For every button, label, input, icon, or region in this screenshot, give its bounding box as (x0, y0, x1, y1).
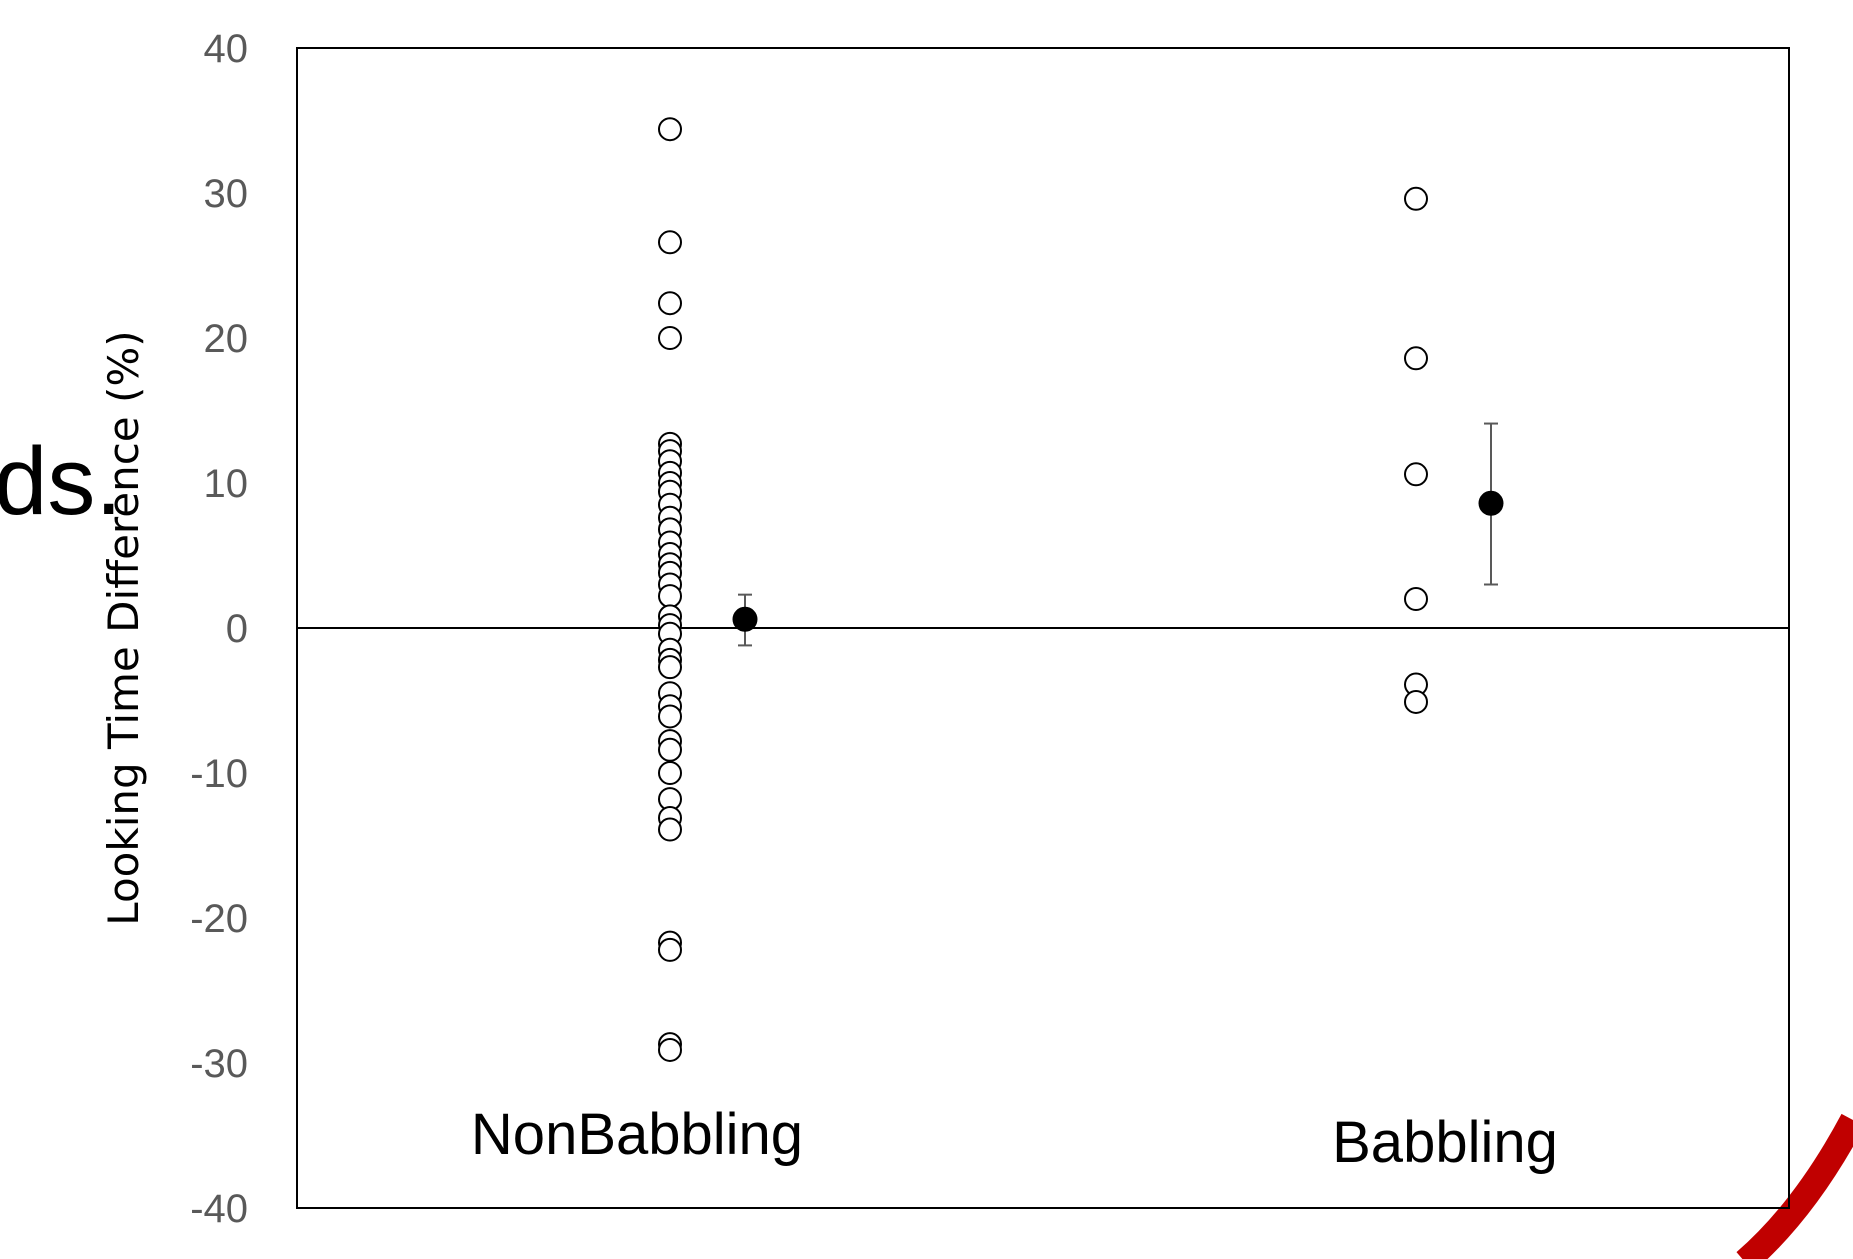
y-tick-label: -10 (190, 752, 248, 796)
y-tick-label: -30 (190, 1042, 248, 1086)
category-labels: NonBabbling Babbling (471, 1102, 1558, 1175)
mean-marker (1478, 490, 1504, 516)
individual-points (658, 117, 1428, 1062)
category-label: NonBabbling (471, 1102, 803, 1167)
individual-point (658, 584, 682, 609)
individual-point (658, 291, 682, 316)
y-tick-label: 10 (204, 462, 249, 506)
y-axis-tick-labels: 40 30 20 10 0 -10 -20 -30 -40 (190, 27, 248, 1231)
decorative-arc (1736, 1113, 1853, 1259)
individual-point (658, 937, 682, 962)
individual-point (658, 761, 682, 785)
y-tick-label: -20 (190, 897, 248, 941)
error-bars (738, 422, 1498, 647)
individual-point (658, 704, 682, 729)
y-tick-label: 40 (204, 27, 249, 71)
individual-point (658, 117, 682, 142)
individual-point (658, 326, 682, 350)
individual-point (1404, 689, 1428, 714)
individual-point (658, 655, 682, 680)
mean-marker (732, 606, 758, 632)
individual-point (1404, 462, 1428, 487)
background-text-fragment: ds. (0, 428, 122, 535)
individual-point (1404, 346, 1428, 371)
individual-point (1404, 186, 1428, 211)
y-tick-label: -40 (190, 1187, 248, 1231)
y-tick-label: 20 (204, 317, 249, 361)
individual-point (658, 1037, 682, 1062)
category-label: Babbling (1332, 1110, 1558, 1175)
individual-point (1404, 587, 1428, 611)
y-tick-label: 0 (226, 607, 248, 651)
mean-markers (732, 490, 1504, 632)
individual-point (658, 230, 682, 255)
y-axis-title: Looking Time Difference (%) (99, 330, 148, 925)
y-tick-label: 30 (204, 172, 249, 216)
individual-point (658, 817, 682, 842)
individual-point (658, 737, 682, 762)
